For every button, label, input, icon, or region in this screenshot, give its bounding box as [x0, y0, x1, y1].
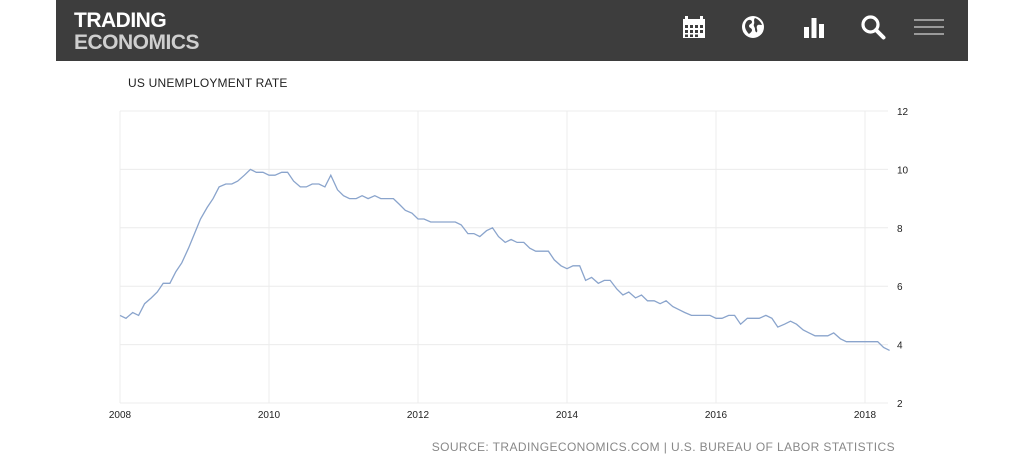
y-tick-label: 2 — [897, 399, 903, 410]
chart-title: US UNEMPLOYMENT RATE — [128, 76, 288, 90]
y-tick-label: 8 — [897, 224, 903, 235]
y-tick-label: 10 — [897, 165, 909, 176]
menu-icon[interactable] — [914, 14, 944, 40]
search-icon[interactable] — [860, 14, 886, 40]
logo-line-economics: ECONOMICS — [74, 31, 200, 54]
chart-grid — [119, 110, 888, 404]
y-tick-label: 4 — [897, 341, 903, 352]
logo-line-trading: TRADING — [74, 9, 167, 32]
series-line-unemployment-rate — [119, 168, 890, 351]
y-axis-ticks: 12 10 8 6 4 2 — [897, 107, 909, 410]
globe-icon[interactable] — [740, 14, 766, 40]
calendar-icon[interactable] — [681, 14, 707, 40]
x-tick-label: 2008 — [109, 410, 132, 421]
x-tick-label: 2014 — [556, 410, 579, 421]
x-tick-label: 2012 — [407, 410, 430, 421]
x-tick-label: 2018 — [854, 410, 877, 421]
x-tick-label: 2016 — [705, 410, 728, 421]
y-tick-label: 6 — [897, 282, 903, 293]
site-header: TRADING ECONOMICS — [56, 0, 968, 61]
x-axis-ticks: 2008 2010 2012 2014 2016 2018 — [109, 410, 877, 421]
y-tick-label: 12 — [897, 107, 909, 118]
source-attribution[interactable]: SOURCE: TRADINGECONOMICS.COM | U.S. BURE… — [432, 440, 895, 454]
site-logo[interactable]: TRADING ECONOMICS — [74, 9, 200, 54]
bar-chart-icon[interactable] — [801, 14, 827, 40]
x-tick-label: 2010 — [258, 410, 281, 421]
chart-card: US UNEMPLOYMENT RATE 12 10 8 6 4 2 2008 2010 20… — [56, 61, 968, 472]
